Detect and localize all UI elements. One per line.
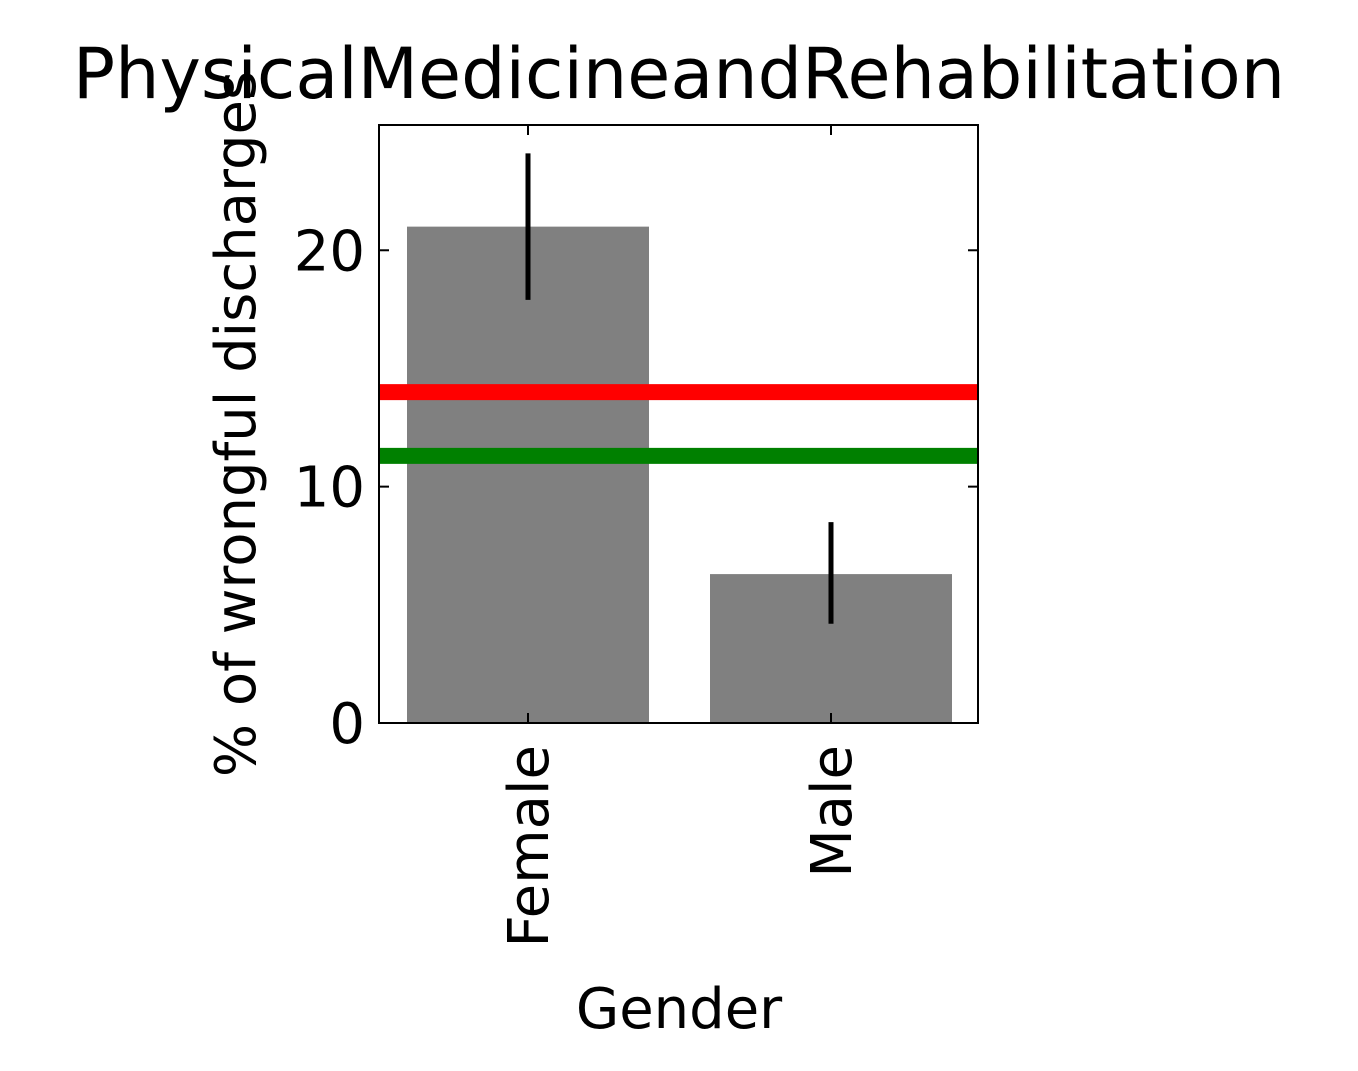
x-tick-label: Male — [800, 745, 865, 878]
axes-frame — [378, 124, 979, 724]
chart-title: PhysicalMedicineandRehabilitation — [73, 33, 1285, 115]
y-axis-label: % of wrongful discharges — [204, 71, 269, 777]
y-tick-label: 10 — [294, 456, 365, 521]
x-tick-label: Female — [497, 745, 562, 947]
bar-female — [407, 226, 649, 724]
plot-area — [379, 153, 978, 724]
y-tick-label: 20 — [294, 219, 365, 284]
y-tick-label: 0 — [329, 692, 365, 757]
x-axis-label: Gender — [576, 977, 783, 1042]
